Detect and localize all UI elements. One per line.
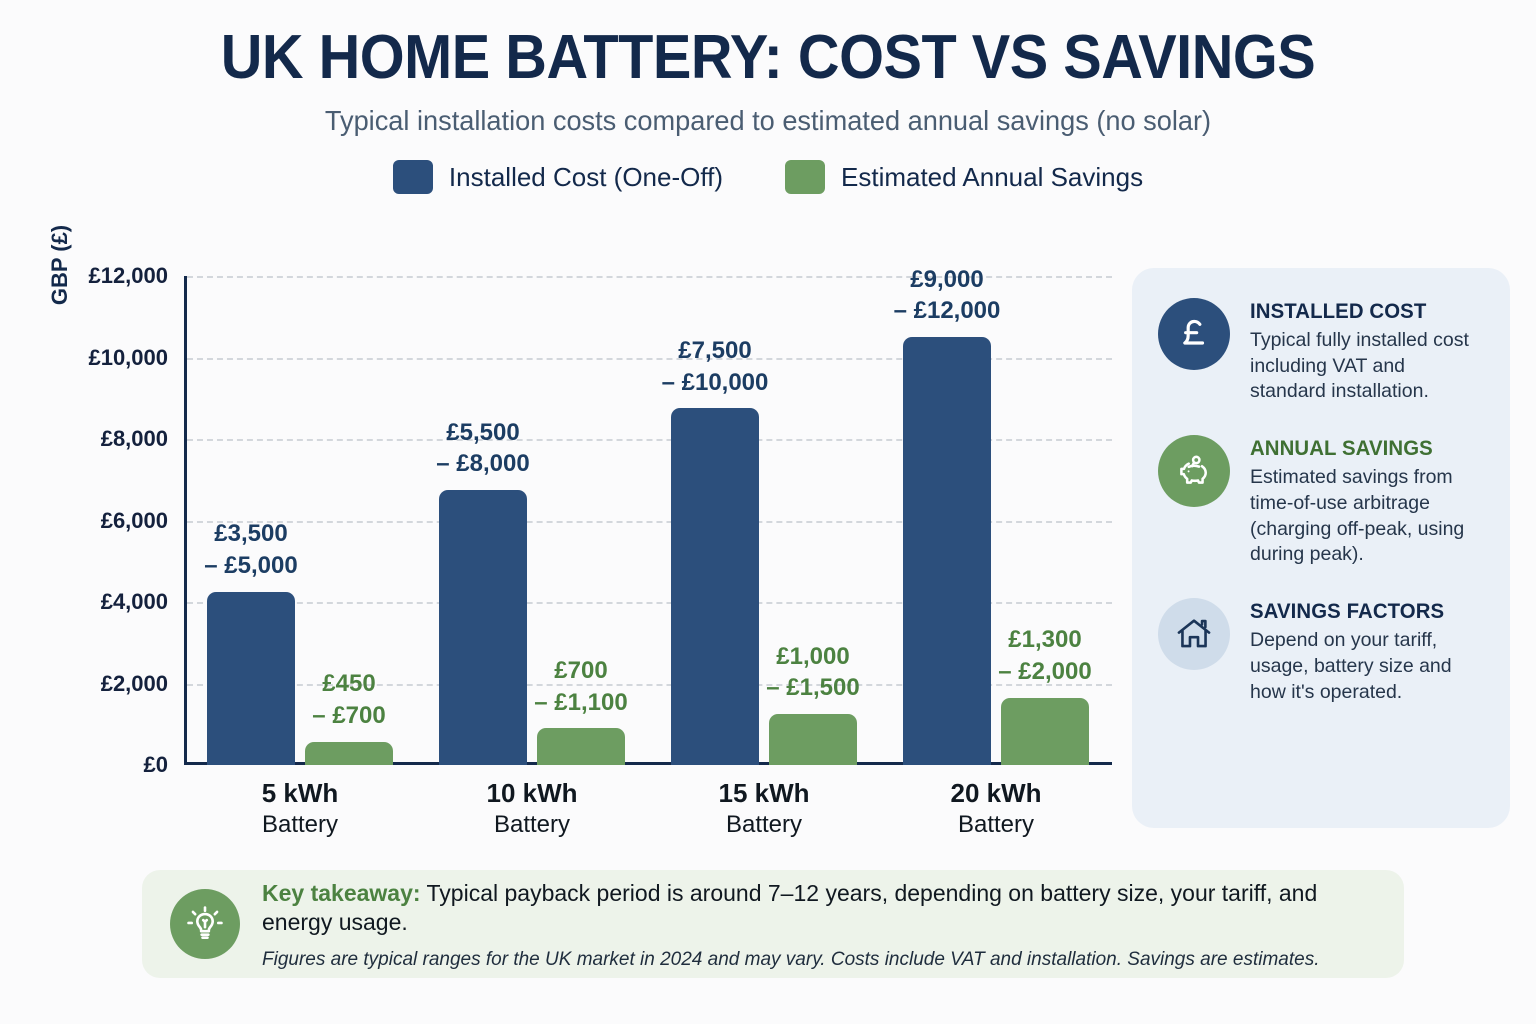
- page-subtitle: Typical installation costs compared to e…: [324, 105, 1212, 137]
- bar-annual-savings[interactable]: £700– £1,100: [534, 657, 628, 765]
- x-axis-category-label: 10 kWh Battery: [486, 778, 578, 839]
- y-axis-tick-label: £0: [143, 752, 168, 777]
- info-card-installed-cost: INSTALLED COST Typical fully installed c…: [1158, 298, 1484, 405]
- y-axis-tick-label: £12,000: [88, 263, 168, 288]
- info-side-panel: INSTALLED COST Typical fully installed c…: [1132, 268, 1510, 828]
- x-axis-category-label: 15 kWh Battery: [718, 778, 810, 839]
- bar-group: £3,500– £5,000 £450– £700: [184, 276, 416, 765]
- bar-annual-savings[interactable]: £450– £700: [305, 670, 393, 765]
- gridline: [187, 520, 1112, 523]
- bar-installed-cost[interactable]: £7,500– £10,000: [662, 337, 768, 765]
- house-icon: [1158, 598, 1230, 671]
- bar-annual-savings[interactable]: £1,300– £2,000: [998, 626, 1092, 765]
- y-axis-tick-label: £2,000: [100, 670, 168, 696]
- piggy-bank-icon: [1158, 435, 1230, 508]
- info-card-text: Estimated savings from time-of-use arbit…: [1250, 466, 1465, 566]
- legend-item-installed-cost[interactable]: Installed Cost (One-Off): [392, 160, 723, 195]
- x-axis-category-label: 5 kWh Battery: [261, 778, 339, 839]
- bar-installed-cost[interactable]: £3,500– £5,000: [204, 520, 298, 765]
- chart-legend: Installed Cost (One-Off) Estimated Annua…: [0, 160, 1536, 195]
- y-axis-tick-label: £6,000: [100, 507, 168, 533]
- info-card-title: INSTALLED COST: [1250, 300, 1427, 323]
- bar-value-label: £3,500– £5,000: [204, 520, 298, 580]
- bar-value-label: £5,500– £8,000: [436, 418, 530, 478]
- bar-value-label: £700– £1,100: [534, 656, 628, 716]
- bar-annual-savings[interactable]: £1,000– £1,500: [766, 643, 860, 765]
- info-card-title: ANNUAL SAVINGS: [1250, 437, 1433, 461]
- gridline: [187, 276, 1112, 278]
- info-card-savings-factors: SAVINGS FACTORS Depend on your tariff, u…: [1158, 598, 1484, 705]
- info-card-annual-savings: ANNUAL SAVINGS Estimated savings from ti…: [1158, 435, 1484, 568]
- bar-value-label: £450– £700: [312, 670, 386, 729]
- y-axis-tick-label: £4,000: [100, 589, 168, 614]
- x-axis-category-label: 20 kWh Battery: [950, 778, 1042, 839]
- legend-swatch-cost-icon: [392, 160, 433, 195]
- bar-installed-cost[interactable]: £9,000– £12,000: [894, 266, 1000, 765]
- bar-group: £9,000– £12,000 £1,300– £2,000: [880, 266, 1112, 765]
- key-takeaway-note: Figures are typical ranges for the UK ma…: [262, 948, 1320, 970]
- plot-frame: [184, 276, 1112, 765]
- bar-value-label: £7,500– £10,000: [661, 337, 769, 396]
- legend-swatch-savings-icon: [785, 160, 825, 195]
- info-card-title: SAVINGS FACTORS: [1250, 600, 1445, 624]
- gridline: [187, 357, 1112, 360]
- y-axis-tick-label: £10,000: [88, 344, 168, 370]
- key-takeaway-text: Typical payback period is around 7–12 ye…: [262, 880, 1318, 935]
- bar-value-label: £9,000– £12,000: [893, 265, 1001, 325]
- y-axis-tick-label: £8,000: [100, 426, 168, 451]
- gridline: [187, 439, 1112, 441]
- lightbulb-icon: [170, 889, 240, 959]
- bar-value-label: £1,300– £2,000: [998, 626, 1092, 686]
- header: UK HOME BATTERY: COST VS SAVINGS Typical…: [0, 0, 1536, 138]
- chart-area: £0 £2,000 £4,000 £6,000 £8,000 £10,000 £12,000…: [0, 252, 1120, 852]
- bar-group: £7,500– £10,000 £1,000– £1,500: [648, 276, 880, 765]
- legend-label-installed-cost: Installed Cost (One-Off): [448, 161, 723, 192]
- bar-installed-cost[interactable]: £5,500– £8,000: [436, 419, 530, 765]
- key-takeaway-label: Key takeaway:: [262, 880, 421, 907]
- bar-group: £5,500– £8,000 £700– £1,100: [416, 276, 648, 765]
- legend-item-annual-savings[interactable]: Estimated Annual Savings: [785, 160, 1144, 195]
- bar-groups: £3,500– £5,000 £450– £700 £5,500– £8,000 £7…: [184, 266, 1112, 765]
- bar-value-label: £1,000– £1,500: [766, 642, 860, 702]
- gridline: [187, 602, 1112, 604]
- info-card-text: Depend on your tariff, usage, battery si…: [1250, 629, 1452, 703]
- page-title: UK HOME BATTERY: COST VS SAVINGS: [220, 23, 1316, 92]
- gridline: [187, 683, 1112, 686]
- legend-label-annual-savings: Estimated Annual Savings: [841, 161, 1144, 192]
- info-card-text: Typical fully installed cost including V…: [1250, 329, 1469, 403]
- x-axis-labels: 5 kWh Battery 10 kWh Battery 15 kWh Battery 20…: [184, 777, 1112, 841]
- pound-sterling-icon: [1158, 298, 1230, 370]
- key-takeaway-banner: Key takeaway: Typical payback period is …: [142, 870, 1404, 978]
